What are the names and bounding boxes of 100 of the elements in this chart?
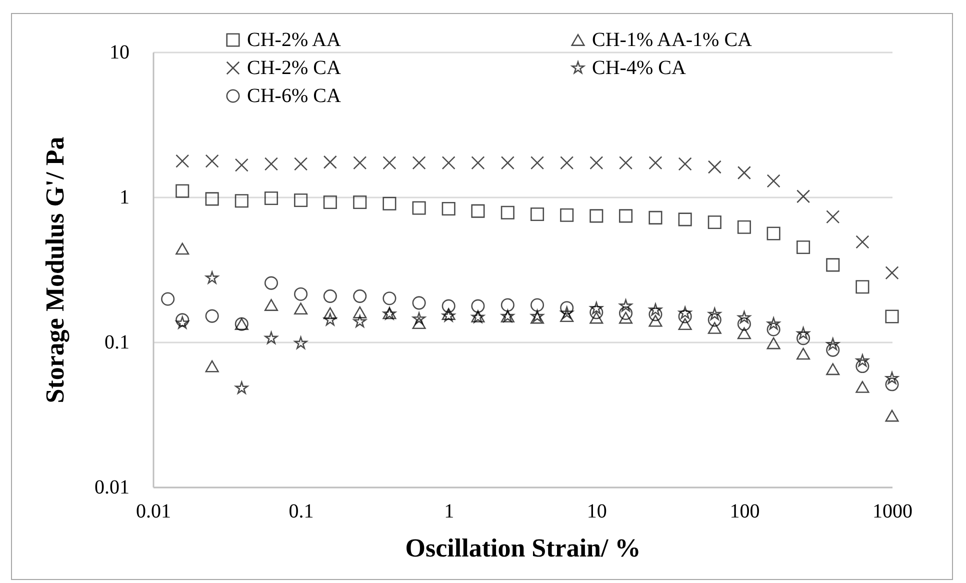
- point: [885, 410, 899, 422]
- point: [618, 209, 633, 223]
- point: [766, 174, 780, 188]
- point: [737, 166, 751, 180]
- point: [294, 193, 308, 208]
- point: [737, 220, 751, 234]
- point: [294, 336, 308, 349]
- point: [856, 380, 870, 393]
- point: [737, 327, 751, 340]
- point: [708, 160, 722, 174]
- point: [294, 157, 308, 171]
- point: [382, 196, 396, 210]
- point: [206, 271, 219, 284]
- point: [353, 306, 367, 318]
- point: [590, 302, 603, 314]
- point: [294, 302, 308, 315]
- point: [649, 303, 662, 316]
- point: [323, 307, 337, 320]
- point: [796, 326, 810, 340]
- point: [205, 360, 219, 372]
- y-tick-label: 1: [120, 186, 130, 208]
- point: [234, 158, 248, 172]
- point: [234, 194, 248, 208]
- x-tick-label: 10: [586, 500, 607, 522]
- point: [678, 318, 692, 330]
- x-tick-label: 0.01: [136, 500, 171, 522]
- point: [412, 317, 426, 330]
- y-axis-title: Storage Modulus G'/ Pa: [40, 136, 70, 404]
- point: [382, 156, 396, 170]
- point: [412, 156, 426, 170]
- point: [560, 156, 574, 170]
- point: [618, 156, 633, 170]
- point: [442, 202, 456, 216]
- point: [500, 206, 514, 220]
- point: [886, 372, 898, 384]
- point: [530, 208, 544, 222]
- legend-label: CH-4% CA: [592, 57, 686, 79]
- point: [678, 212, 692, 226]
- point: [738, 310, 751, 324]
- point: [590, 312, 604, 324]
- point: [176, 184, 190, 198]
- x-tick-label: 0.1: [288, 500, 314, 522]
- point: [826, 363, 840, 376]
- point: [264, 332, 278, 344]
- legend-label: CH-1% AA-1% CA: [592, 29, 753, 51]
- point: [353, 156, 367, 170]
- point: [796, 190, 810, 204]
- point: [471, 204, 485, 218]
- point: [648, 156, 662, 170]
- point: [176, 242, 190, 255]
- point: [205, 192, 219, 206]
- x-tick-label: 1: [444, 500, 454, 522]
- y-tick-label: 10: [110, 42, 130, 64]
- point: [796, 348, 810, 360]
- y-tick-label: 0.1: [104, 332, 130, 354]
- point: [442, 156, 456, 170]
- point: [176, 316, 189, 329]
- x-tick-label: 1000: [872, 500, 912, 522]
- point: [264, 192, 278, 206]
- legend-label: CH-6% CA: [247, 85, 342, 107]
- point: [678, 157, 692, 171]
- point: [618, 312, 633, 324]
- point: [708, 322, 722, 334]
- point: [826, 338, 840, 350]
- point: [885, 266, 899, 280]
- point: [708, 215, 722, 229]
- point: [796, 240, 810, 254]
- point: [560, 310, 574, 322]
- legend-label: CH-2% CA: [247, 57, 342, 79]
- point: [648, 314, 662, 327]
- point: [412, 201, 426, 215]
- point: [856, 280, 870, 294]
- point: [856, 354, 869, 367]
- point: [353, 314, 366, 328]
- x-axis-title: Oscillation Strain/ %: [405, 534, 641, 562]
- point: [590, 209, 604, 223]
- point: [264, 299, 278, 311]
- point: [766, 226, 780, 240]
- point: [500, 156, 514, 170]
- point: [826, 210, 840, 224]
- point: [560, 306, 574, 319]
- point: [235, 381, 248, 394]
- point: [708, 308, 722, 320]
- point: [590, 156, 604, 170]
- point: [560, 208, 574, 222]
- point: [856, 235, 870, 249]
- point: [176, 154, 190, 168]
- x-tick-label: 100: [730, 500, 760, 522]
- point: [324, 313, 337, 326]
- point: [323, 195, 337, 210]
- point: [885, 310, 899, 324]
- point: [323, 155, 337, 169]
- point: [619, 299, 632, 312]
- point: [353, 195, 367, 210]
- legend-label: CH-2% AA: [247, 29, 342, 51]
- point: [767, 317, 780, 330]
- point: [678, 306, 692, 319]
- point: [264, 157, 278, 171]
- point: [648, 210, 662, 224]
- point: [471, 156, 485, 170]
